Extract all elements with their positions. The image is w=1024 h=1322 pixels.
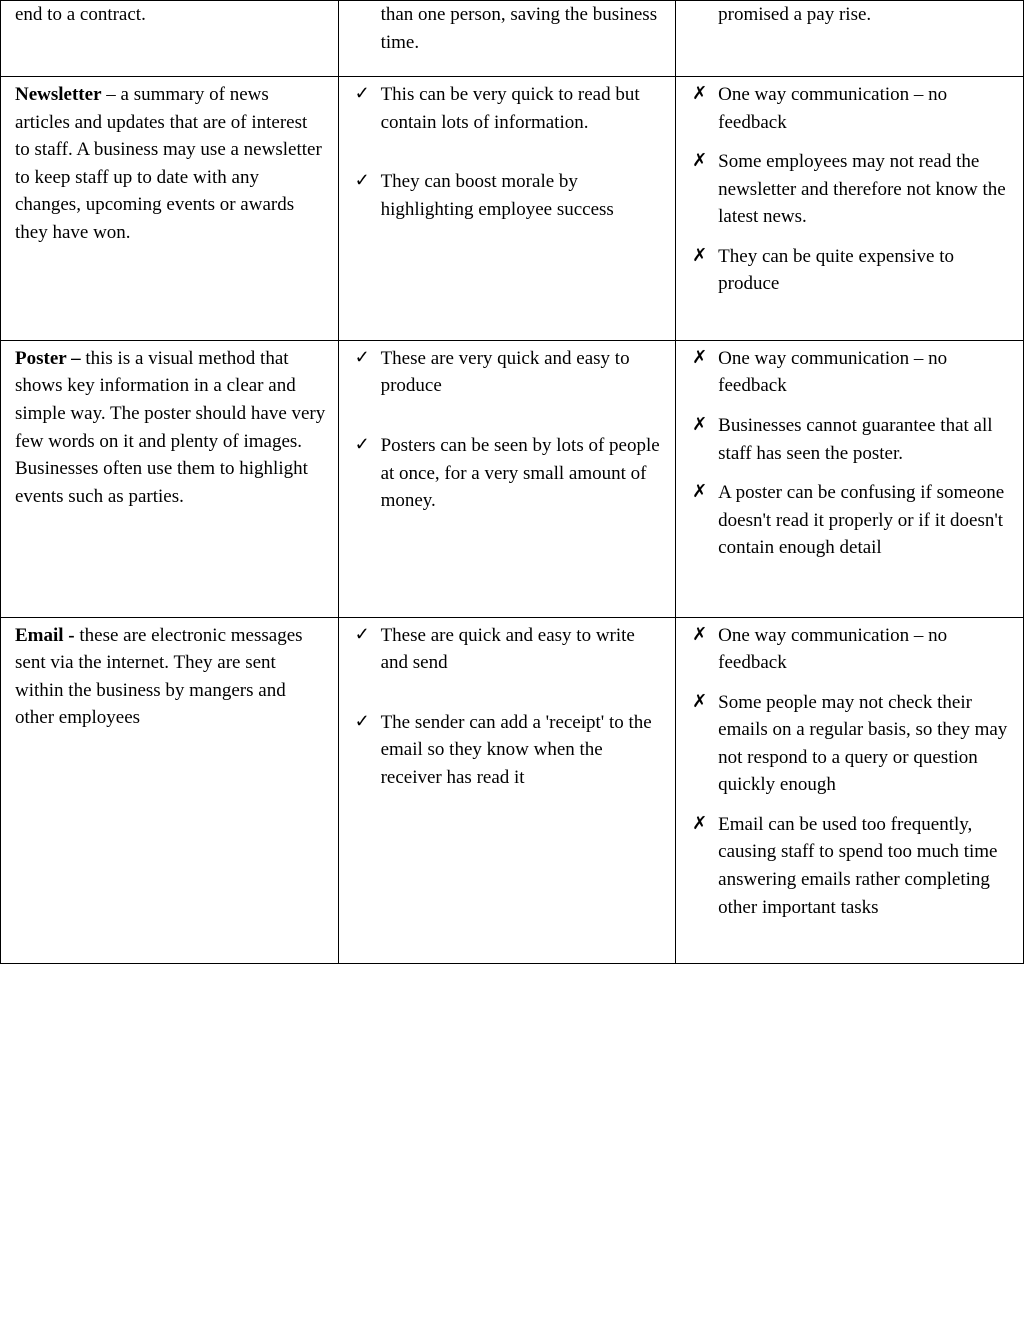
pros-cell: than one person, saving the business tim…: [338, 1, 676, 77]
pro-text: Posters can be seen by lots of people at…: [381, 435, 660, 511]
con-text: Some employees may not read the newslett…: [718, 151, 1006, 227]
method-term: Poster –: [15, 348, 85, 369]
con-item: ✗ One way communication – no feedback: [690, 622, 1011, 677]
con-item: ✗ Some people may not check their emails …: [690, 689, 1011, 799]
pro-item: ✓ Posters can be seen by lots of people a…: [353, 432, 664, 515]
con-text: A poster can be confusing if someone doe…: [718, 482, 1004, 558]
cons-cell: ✗ One way communication – no feedback ✗ Bus…: [676, 340, 1024, 617]
method-cell: Poster – this is a visual method that sh…: [1, 340, 339, 617]
con-item: ✗ One way communication – no feedback: [690, 345, 1011, 400]
cons-cell: ✗ One way communication – no feedback ✗ Som…: [676, 617, 1024, 963]
con-item: ✗ A poster can be confusing if someone do…: [690, 479, 1011, 562]
pro-item: ✓ These are quick and easy to write and s…: [353, 622, 664, 677]
pro-text: This can be very quick to read but conta…: [381, 84, 640, 133]
pro-item: than one person, saving the business tim…: [353, 1, 664, 56]
method-description: – a summary of news articles and updates…: [15, 84, 322, 243]
con-item: ✗ Businesses cannot guarantee that all st…: [690, 412, 1011, 467]
pro-item: ✓ This can be very quick to read but cont…: [353, 81, 664, 136]
cross-icon: ✗: [692, 622, 707, 647]
check-icon: ✓: [355, 345, 370, 370]
check-icon: ✓: [355, 168, 370, 193]
con-text: One way communication – no feedback: [718, 625, 947, 674]
con-item: promised a pay rise.: [690, 1, 1011, 29]
con-text: Businesses cannot guarantee that all sta…: [718, 415, 992, 464]
con-text: They can be quite expensive to produce: [718, 246, 954, 295]
method-description: end to a contract.: [15, 4, 146, 25]
table-row: Newsletter – a summary of news articles …: [1, 77, 1024, 341]
method-term: Email -: [15, 625, 79, 646]
communication-methods-table: end to a contract. than one person, savin…: [0, 0, 1024, 964]
check-icon: ✓: [355, 432, 370, 457]
con-item: ✗ Email can be used too frequently, causi…: [690, 811, 1011, 921]
con-text: Email can be used too frequently, causin…: [718, 814, 997, 918]
cross-icon: ✗: [692, 148, 707, 173]
cross-icon: ✗: [692, 412, 707, 437]
pro-text: They can boost morale by highlighting em…: [381, 171, 614, 220]
con-text: One way communication – no feedback: [718, 84, 947, 133]
cross-icon: ✗: [692, 689, 707, 714]
check-icon: ✓: [355, 622, 370, 647]
cons-cell: promised a pay rise.: [676, 1, 1024, 77]
con-item: ✗ Some employees may not read the newslet…: [690, 148, 1011, 231]
pro-item: ✓ These are very quick and easy to produc…: [353, 345, 664, 400]
pro-text: These are very quick and easy to produce: [381, 348, 630, 397]
cross-icon: ✗: [692, 345, 707, 370]
pro-item: ✓ They can boost morale by highlighting e…: [353, 168, 664, 223]
method-term: Newsletter: [15, 84, 102, 105]
pros-cell: ✓ This can be very quick to read but cont…: [338, 77, 676, 341]
table-row: Poster – this is a visual method that sh…: [1, 340, 1024, 617]
con-text: One way communication – no feedback: [718, 348, 947, 397]
cross-icon: ✗: [692, 479, 707, 504]
check-icon: ✓: [355, 81, 370, 106]
pro-text: These are quick and easy to write and se…: [381, 625, 635, 674]
cross-icon: ✗: [692, 811, 707, 836]
pro-item: ✓ The sender can add a 'receipt' to the e…: [353, 709, 664, 792]
check-icon: ✓: [355, 709, 370, 734]
table-row: Email - these are electronic messages se…: [1, 617, 1024, 963]
pros-cell: ✓ These are very quick and easy to produc…: [338, 340, 676, 617]
con-item: ✗ One way communication – no feedback: [690, 81, 1011, 136]
method-cell: Newsletter – a summary of news articles …: [1, 77, 339, 341]
method-cell: end to a contract.: [1, 1, 339, 77]
method-description: this is a visual method that shows key i…: [15, 348, 325, 507]
con-item: ✗ They can be quite expensive to produce: [690, 243, 1011, 298]
pro-text: The sender can add a 'receipt' to the em…: [381, 712, 652, 788]
cons-cell: ✗ One way communication – no feedback ✗ Som…: [676, 77, 1024, 341]
method-cell: Email - these are electronic messages se…: [1, 617, 339, 963]
cross-icon: ✗: [692, 243, 707, 268]
pros-cell: ✓ These are quick and easy to write and s…: [338, 617, 676, 963]
cross-icon: ✗: [692, 81, 707, 106]
con-text: Some people may not check their emails o…: [718, 692, 1007, 796]
table-row: end to a contract. than one person, savin…: [1, 1, 1024, 77]
